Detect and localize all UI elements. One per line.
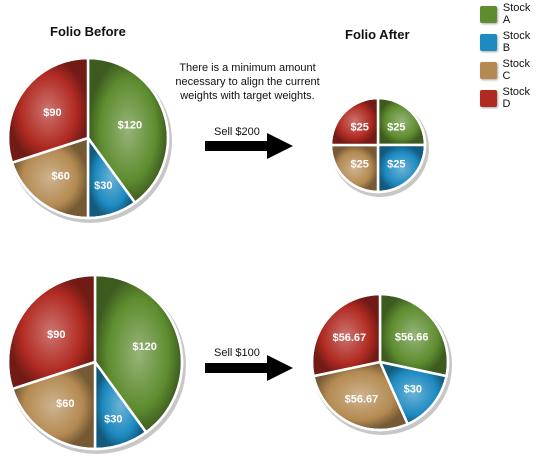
legend-swatch (480, 5, 497, 23)
pie-data-label: $56.66 (395, 331, 429, 343)
pie-data-label: $25 (351, 122, 369, 134)
legend-label: Stock C (502, 58, 531, 82)
annotation-note: There is a minimum amount necessary to a… (175, 62, 320, 102)
pie-rim (310, 292, 450, 432)
pie-data-label: $25 (387, 122, 405, 134)
pie-chart-4: $56.66 $30 $56.67 $56.67 (310, 292, 452, 435)
pie-data-label: $90 (43, 107, 61, 119)
heading-folio-before: Folio Before (50, 24, 126, 39)
pie-data-label: $60 (52, 171, 70, 183)
pie-rim (6, 273, 184, 451)
legend-swatch (480, 33, 497, 51)
pie-data-label: $25 (351, 158, 369, 170)
heading-folio-after: Folio After (345, 27, 410, 42)
sell-label-top: Sell $200 (214, 126, 260, 138)
legend-swatch (480, 61, 497, 79)
pie-rim (329, 96, 427, 194)
pie-data-label: $30 (404, 384, 422, 396)
pie-data-label: $25 (387, 158, 405, 170)
pie-data-label: $90 (47, 329, 65, 341)
pie-chart-3: $120 $30 $60 $90 (6, 273, 186, 454)
pie-data-label: $30 (104, 413, 122, 425)
legend-item-stock-d: Stock D (480, 86, 540, 110)
pie-rim (6, 56, 170, 220)
legend-label: Stock A (502, 2, 531, 26)
pie-data-label: $60 (56, 398, 74, 410)
pie-data-label: $120 (118, 119, 142, 131)
pie-chart-2: $25 $25 $25 $25 (329, 96, 429, 197)
legend-item-stock-c: Stock C (480, 58, 540, 82)
pie-data-label: $120 (132, 341, 156, 353)
legend-item-stock-b: Stock B (480, 30, 540, 54)
pie-data-label: $30 (94, 180, 112, 192)
pie-data-label: $56.67 (345, 393, 379, 405)
legend-swatch (480, 89, 497, 107)
legend-label: Stock B (502, 30, 531, 54)
sell-label-bottom: Sell $100 (214, 347, 260, 359)
arrow-right-icon (205, 355, 293, 381)
pie-chart-1: $120 $30 $60 $90 (6, 56, 172, 223)
legend-item-stock-a: Stock A (480, 2, 540, 26)
pie-data-label: $56.67 (333, 332, 367, 344)
arrow-right-icon (205, 133, 293, 159)
legend-label: Stock D (502, 86, 531, 110)
